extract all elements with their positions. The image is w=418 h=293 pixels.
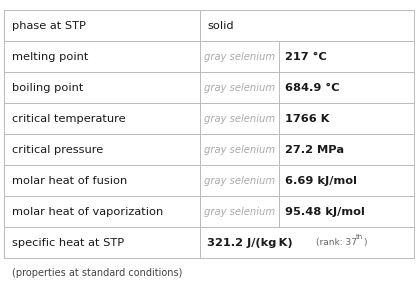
Text: th: th [356, 234, 363, 240]
Text: 95.48 kJ/mol: 95.48 kJ/mol [285, 207, 364, 217]
Text: 321.2 J/(kg K): 321.2 J/(kg K) [207, 238, 293, 248]
Text: molar heat of fusion: molar heat of fusion [12, 176, 127, 186]
Text: critical temperature: critical temperature [12, 114, 125, 124]
Text: ): ) [363, 238, 367, 247]
Text: gray selenium: gray selenium [204, 114, 275, 124]
Text: 6.69 kJ/mol: 6.69 kJ/mol [285, 176, 357, 186]
Text: gray selenium: gray selenium [204, 83, 275, 93]
Text: gray selenium: gray selenium [204, 145, 275, 155]
Text: gray selenium: gray selenium [204, 207, 275, 217]
Text: gray selenium: gray selenium [204, 176, 275, 186]
Text: gray selenium: gray selenium [204, 52, 275, 62]
Text: melting point: melting point [12, 52, 88, 62]
Text: specific heat at STP: specific heat at STP [12, 238, 124, 248]
Text: (rank: 37: (rank: 37 [316, 238, 357, 247]
Text: 27.2 MPa: 27.2 MPa [285, 145, 344, 155]
Text: molar heat of vaporization: molar heat of vaporization [12, 207, 163, 217]
Text: phase at STP: phase at STP [12, 21, 85, 30]
Text: 1766 K: 1766 K [285, 114, 329, 124]
Text: solid: solid [207, 21, 234, 30]
Text: 217 °C: 217 °C [285, 52, 326, 62]
Text: 684.9 °C: 684.9 °C [285, 83, 339, 93]
Text: (properties at standard conditions): (properties at standard conditions) [12, 268, 182, 278]
Text: critical pressure: critical pressure [12, 145, 103, 155]
Text: boiling point: boiling point [12, 83, 83, 93]
